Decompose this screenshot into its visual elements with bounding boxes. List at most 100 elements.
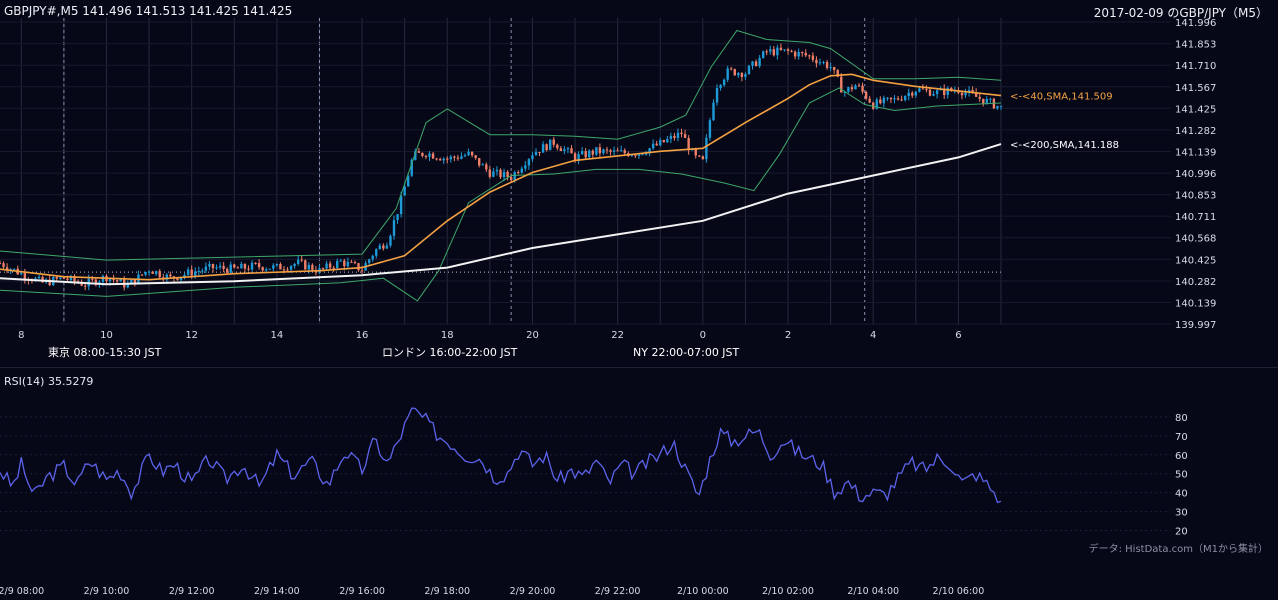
candle-body-up [215, 267, 218, 269]
candle-body-down [900, 99, 903, 101]
candle-body-down [598, 147, 602, 154]
candle-body-down [634, 155, 637, 157]
candle-body-down [605, 149, 609, 151]
candle-body-down [225, 268, 229, 273]
candle-body-down [868, 98, 871, 103]
candle-body-up [918, 88, 921, 92]
candle-body-down [808, 55, 811, 57]
bollinger-upper-line [0, 29, 1002, 261]
candle-body-up [747, 65, 751, 75]
candle-body-up [183, 274, 186, 277]
candle-body-up [389, 235, 392, 246]
rsi-time-axis-tick-label: 2/10 00:00 [677, 586, 729, 597]
candle-body-up [481, 164, 484, 166]
candle-body-up [296, 259, 300, 264]
candle-body-up [442, 158, 445, 161]
price-axis-tick-label: 141.710 [1175, 61, 1216, 72]
candle-body-down [236, 267, 240, 269]
candle-body-up [293, 263, 296, 267]
candle-body-up [602, 149, 605, 154]
rsi-time-axis-tick-label: 2/9 18:00 [424, 586, 470, 597]
candle-body-down [158, 271, 161, 278]
time-axis-tick-label: 18 [441, 330, 454, 341]
price-axis-tick-label: 140.996 [1175, 169, 1216, 180]
time-axis-tick-label: 12 [185, 330, 198, 341]
candle-body-up [737, 73, 740, 76]
price-axis-tick-label: 140.282 [1175, 277, 1216, 288]
candle-body-up [999, 105, 1003, 107]
candle-body-up [12, 268, 16, 270]
price-axis-tick-label: 140.853 [1175, 191, 1216, 202]
candle-body-up [130, 280, 133, 285]
candle-body-up [396, 214, 399, 221]
candle-body-up [996, 105, 999, 109]
candle-body-up [208, 263, 211, 267]
candle-body-up [761, 51, 765, 58]
rsi-axis-tick-label: 20 [1175, 527, 1188, 538]
candle-body-up [375, 249, 378, 256]
candle-body-down [786, 49, 790, 51]
candle-body-up [666, 139, 669, 143]
candle-body-up [371, 255, 374, 260]
candle-body-up [659, 140, 662, 146]
candle-body-up [428, 153, 431, 157]
candle-body-down [80, 282, 83, 286]
candle-body-up [186, 269, 190, 275]
candle-body-down [332, 267, 335, 269]
candle-body-up [641, 154, 644, 156]
time-axis-tick-label: 14 [271, 330, 284, 341]
candle-body-down [740, 73, 744, 77]
candle-body-up [651, 143, 655, 149]
price-axis-tick-label: 141.567 [1175, 83, 1216, 94]
candle-body-down [151, 271, 154, 274]
candle-body-down [793, 51, 797, 57]
candle-body-up [580, 151, 584, 155]
candle-body-up [154, 271, 158, 274]
candle-body-down [279, 264, 282, 270]
candle-body-down [211, 263, 215, 269]
candle-body-down [328, 263, 332, 268]
candle-body-up [534, 152, 538, 156]
candle-body-up [392, 220, 396, 236]
candle-body-down [573, 153, 577, 161]
candle-body-up [541, 144, 545, 153]
rsi-time-axis-tick-label: 2/10 06:00 [933, 586, 985, 597]
candle-body-up [179, 276, 183, 280]
candle-body-down [321, 268, 325, 270]
candle-body-down [971, 89, 974, 93]
candle-body-up [165, 274, 169, 280]
candle-body-down [591, 150, 594, 155]
rsi-time-axis-tick-label: 2/9 12:00 [169, 586, 215, 597]
candle-body-down [517, 172, 520, 174]
candle-body-down [343, 260, 346, 267]
rsi-axis-tick-label: 50 [1175, 470, 1188, 481]
candle-body-down [91, 278, 94, 280]
candle-body-down [140, 274, 144, 276]
candle-body-down [730, 68, 733, 70]
candle-body-up [69, 276, 73, 281]
candle-body-up [989, 98, 992, 100]
rsi-time-axis-tick-label: 2/10 04:00 [847, 586, 899, 597]
time-axis-tick-label: 6 [955, 330, 961, 341]
candle-body-up [147, 271, 151, 273]
candle-body-up [513, 172, 516, 180]
candle-body-up [495, 169, 499, 172]
price-axis-tick-label: 141.853 [1175, 40, 1216, 51]
price-axis-tick-label: 141.282 [1175, 126, 1216, 137]
candle-body-down [559, 148, 563, 151]
candle-body-up [520, 168, 523, 173]
rsi-time-axis-tick-label: 2/9 22:00 [595, 586, 641, 597]
candle-body-down [662, 140, 665, 143]
candle-body-up [644, 153, 648, 155]
candle-body-down [701, 156, 705, 160]
candle-body-down [616, 150, 619, 152]
candle-body-up [935, 90, 939, 95]
candle-body-down [623, 150, 626, 154]
candle-body-up [339, 260, 342, 262]
price-axis-tick-label: 141.139 [1175, 147, 1216, 158]
candle-body-up [719, 84, 722, 89]
candle-body-down [115, 280, 119, 282]
candle-body-up [708, 120, 712, 138]
candle-body-up [669, 135, 673, 140]
